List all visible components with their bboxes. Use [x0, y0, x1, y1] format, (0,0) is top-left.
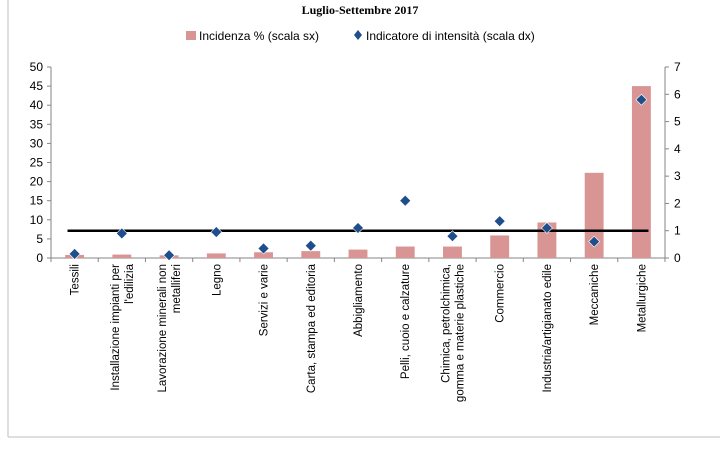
bar: [206, 253, 226, 258]
legend-diamond-label: Indicatore di intensità (scala dx): [366, 29, 535, 43]
diamond-marker: [588, 235, 601, 248]
category-label: Servizi e varie: [259, 264, 271, 336]
diamond-series: [68, 93, 648, 262]
legend-bar-swatch: [186, 31, 196, 40]
diamond-marker: [493, 215, 506, 228]
category-label-line: Abbigliamento: [353, 264, 365, 337]
y-right-tick-label: 7: [674, 60, 681, 74]
category-label-line: Pelli, cuoio e calzature: [400, 264, 412, 379]
category-label-line: Lavorazione minerali non: [157, 264, 169, 393]
bar: [395, 246, 415, 258]
legend-bar-label: Incidenza % (scala sx): [199, 29, 319, 43]
y-left-tick-label: 35: [30, 117, 44, 131]
diamond-marker: [446, 230, 459, 243]
diamond-marker: [399, 194, 412, 207]
bar: [443, 246, 462, 258]
diamond-marker: [115, 227, 128, 240]
y-left-tick-label: 50: [30, 60, 44, 74]
category-label: Legno: [211, 264, 223, 296]
category-label-line: Chimica, petrolchimica,: [440, 264, 452, 383]
category-label: Commercio: [495, 264, 507, 323]
bar: [112, 254, 132, 258]
y-left-tick-label: 25: [30, 156, 44, 170]
category-label-line: l'edilizia: [124, 263, 136, 304]
y-right-tick-label: 2: [674, 196, 681, 210]
category-label-line: gomma e materie plastiche: [454, 264, 466, 402]
category-label-line: Metallurgiche: [636, 264, 648, 332]
diamond-marker: [304, 239, 317, 252]
category-label: Lavorazione minerali non metalliferi: [157, 264, 183, 393]
category-label: Abbigliamento: [353, 264, 365, 337]
y-left-tick-label: 15: [30, 194, 44, 208]
category-label-line: Meccaniche: [589, 264, 601, 325]
category-label-line: Tessili: [70, 264, 82, 295]
category-label: Chimica, petrolchimica, gomma e materie p…: [440, 264, 466, 402]
y-left-tick-label: 30: [30, 136, 44, 150]
diamond-marker: [210, 226, 223, 239]
category-labels: Tessili Installazione impianti per l'edili…: [70, 263, 649, 402]
y-right-tick-label: 1: [674, 224, 681, 238]
bar: [254, 252, 273, 258]
category-label: Carta, stampa ed editoria: [306, 263, 318, 393]
y-left-tick-label: 20: [30, 175, 44, 189]
category-label-line: Commercio: [495, 264, 507, 323]
bar: [631, 86, 651, 258]
diamond-marker: [68, 247, 81, 260]
y-right-tick-label: 0: [674, 251, 681, 265]
category-label-line: metalliferi: [171, 264, 183, 313]
bar: [490, 235, 510, 258]
category-label-line: Installazione impianti per: [110, 264, 122, 391]
category-label-line: Industria/artigianato edile: [542, 264, 554, 393]
diamond-marker: [163, 249, 176, 262]
category-label: Industria/artigianato edile: [542, 264, 554, 393]
y-left-tick-label: 40: [30, 98, 44, 112]
legend-diamond-swatch: [354, 30, 362, 40]
y-right-tick-label: 4: [674, 142, 681, 156]
category-label: Pelli, cuoio e calzature: [400, 264, 412, 379]
diamond-marker: [257, 242, 270, 255]
category-label: Tessili: [70, 264, 82, 295]
category-label: Meccaniche: [589, 264, 601, 325]
y-left-tick-label: 0: [36, 251, 43, 265]
y-right-tick-label: 3: [674, 169, 681, 183]
bar: [348, 249, 368, 258]
category-label-line: Legno: [211, 264, 223, 296]
y-left-tick-label: 10: [30, 213, 44, 227]
bar: [301, 251, 321, 258]
y-left-tick-label: 5: [36, 232, 43, 246]
y-left-tick-label: 45: [30, 79, 44, 93]
y-right-tick-label: 5: [674, 115, 681, 129]
category-label-line: Carta, stampa ed editoria: [306, 263, 318, 393]
y-right-tick-label: 6: [674, 87, 681, 101]
category-label: Installazione impianti per l'edilizia: [110, 263, 136, 390]
legend: Incidenza % (scala sx) Indicatore di int…: [186, 29, 535, 43]
diamond-marker: [540, 222, 553, 234]
bar: [584, 172, 604, 258]
diamond-marker: [352, 222, 364, 234]
diamond-marker: [635, 93, 648, 106]
category-label-line: Servizi e varie: [259, 264, 271, 336]
category-label: Metallurgiche: [636, 264, 648, 332]
chart-title: Luglio-Settembre 2017: [302, 3, 419, 17]
